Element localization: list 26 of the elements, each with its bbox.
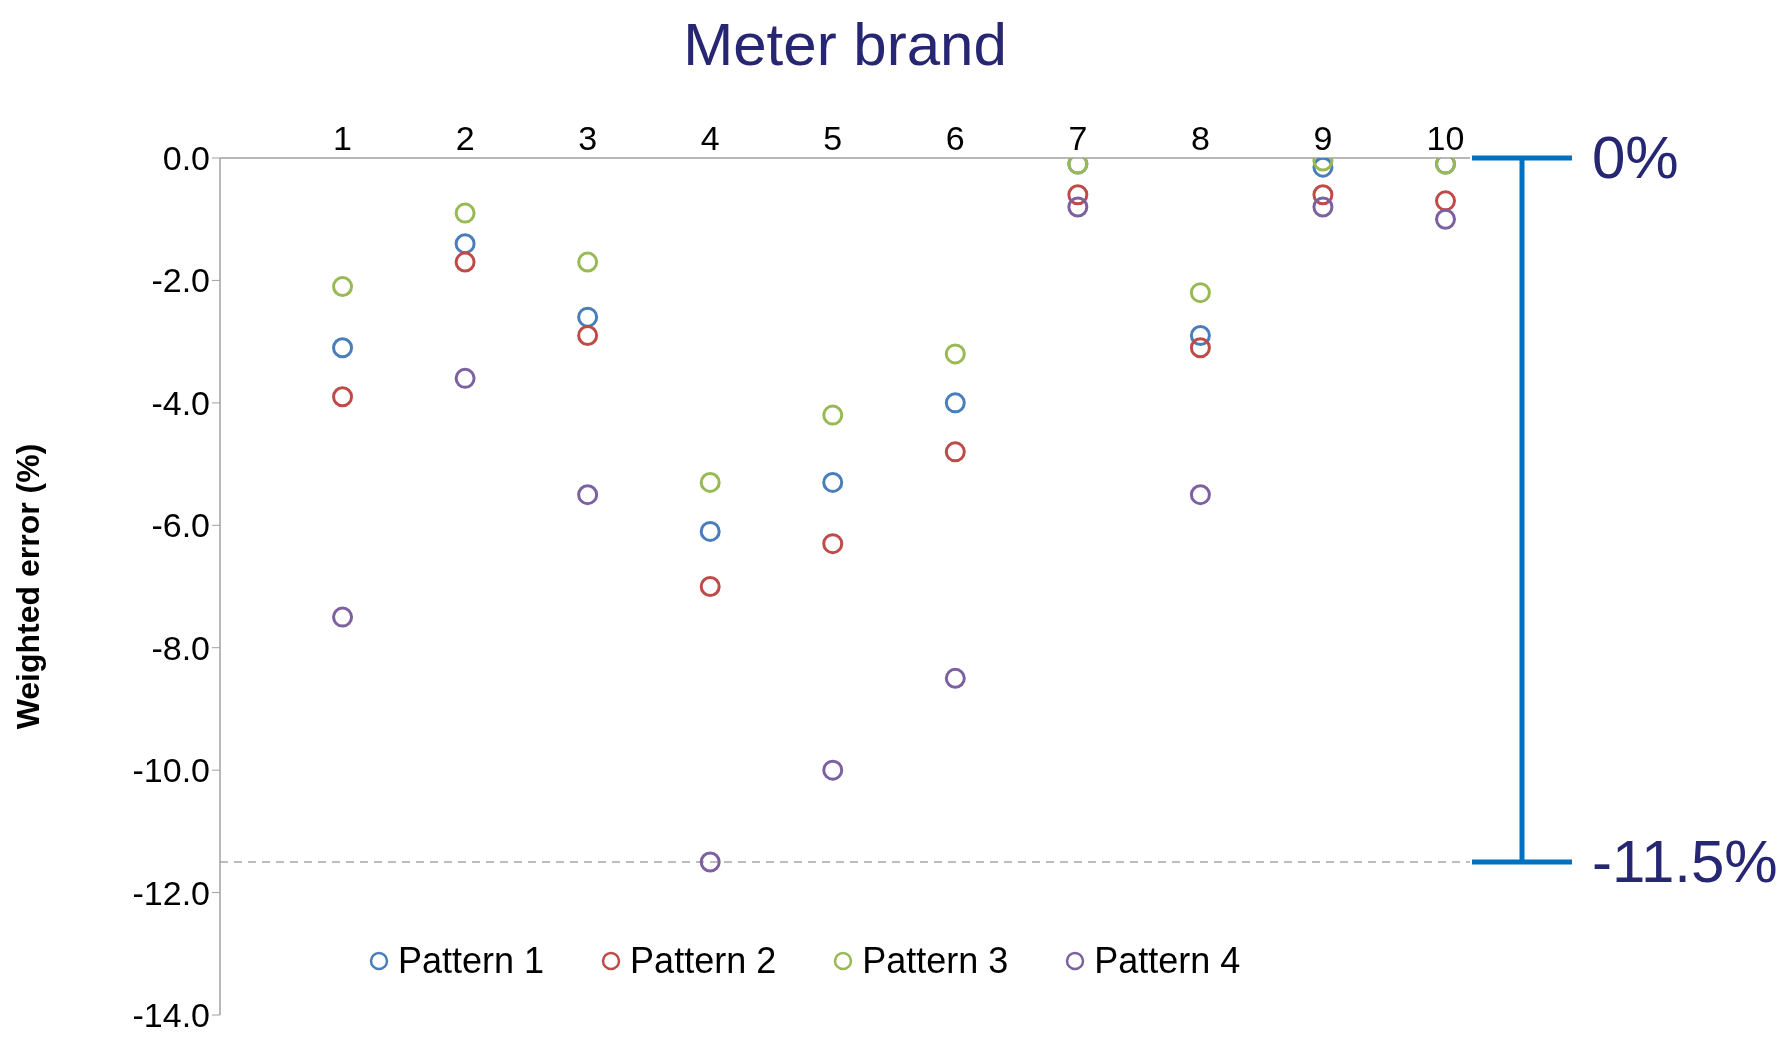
y-tick-label: -6.0 [151,506,210,545]
legend-label: Pattern 3 [861,940,1009,982]
legend-label: Pattern 2 [629,940,777,982]
y-tick-label: -2.0 [151,261,210,300]
x-tick-label: 3 [578,119,598,157]
x-tick-label: 1 [333,119,353,157]
y-tick-label: -14.0 [132,996,210,1035]
x-tick-label: 7 [1068,119,1088,157]
x-tick-label: 5 [823,119,843,157]
y-tick-label: 0.0 [162,139,210,178]
x-tick-label: 9 [1313,119,1333,157]
x-tick-label: 4 [700,119,720,157]
y-tick-label: -10.0 [132,751,210,790]
y-tick-label: -12.0 [132,873,210,912]
legend-label: Pattern 4 [1093,940,1241,982]
text: 0% [1592,123,1679,193]
x-tick-label: 6 [945,119,965,157]
text: -11.5% [1592,826,1778,897]
chart-title: Meter brand [682,10,1008,79]
y-tick-label: -8.0 [151,628,210,667]
y-axis-title: Weighted error (%) [10,443,47,730]
x-tick-label: 8 [1190,119,1210,157]
legend-label: Pattern 1 [397,940,545,982]
x-tick-label: 10 [1426,119,1465,157]
x-tick-label: 2 [455,119,475,157]
y-tick-label: -4.0 [151,383,210,422]
